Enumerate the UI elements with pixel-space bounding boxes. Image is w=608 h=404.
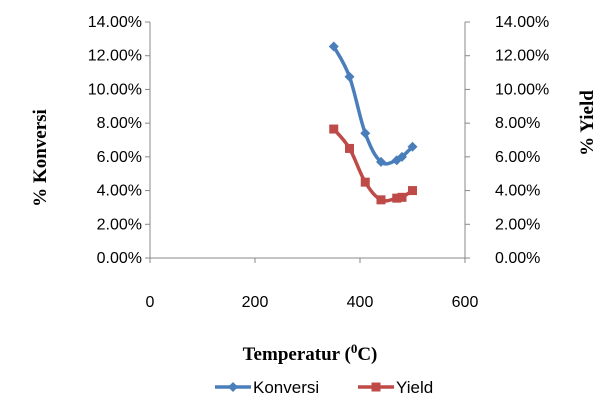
x-tick-label: 200 [242, 294, 269, 311]
yield-point [392, 193, 402, 203]
yield-point [329, 124, 339, 134]
legend-item-konversi: Konversi [215, 378, 319, 397]
legend-konversi-label: Konversi [253, 378, 319, 397]
konversi-point [360, 128, 371, 139]
konversi-point [328, 41, 339, 52]
y2-tick-label: 0.00% [495, 250, 540, 267]
yield-point [345, 143, 354, 153]
x-axis-title: Temperatur (0C) [243, 341, 378, 365]
yield-point [408, 186, 417, 196]
y2-tick-label: 12.00% [495, 48, 549, 65]
x-axis-title-superscript: 0 [351, 341, 358, 356]
y2-tick-label: 14.00% [495, 14, 549, 31]
y-tick-label: 14.00% [88, 14, 142, 31]
konversi-point [397, 151, 407, 162]
yield-line [332, 127, 414, 203]
y-tick-label: 0.00% [97, 250, 142, 267]
y2-tick-label: 6.00% [495, 149, 540, 166]
y2-tick-label: 4.00% [495, 183, 540, 200]
x-tick-label: 600 [452, 294, 479, 311]
y2-tick-label: 8.00% [495, 115, 540, 132]
yield-point [397, 192, 407, 202]
series-yield [329, 124, 417, 205]
x-tick-label: 0 [146, 294, 155, 311]
y-tick-label: 8.00% [97, 115, 142, 132]
y-tick-label: 10.00% [88, 81, 142, 98]
legend-yield-label: Yield [396, 378, 433, 397]
y-tick-label: 2.00% [97, 216, 142, 233]
x-tick-label: 400 [347, 294, 374, 311]
legend-konversi-marker [228, 382, 238, 392]
y2-axis-title: % Yield [577, 90, 598, 156]
yield-point [376, 195, 386, 205]
y2-tick-label: 10.00% [495, 81, 549, 98]
x-axis-ticks: 0 200 400 600 [146, 258, 479, 311]
y-tick-label: 6.00% [97, 149, 142, 166]
legend: Konversi Yield [215, 378, 433, 397]
y-tick-label: 4.00% [97, 183, 142, 200]
konversi-point [344, 71, 355, 82]
left-y-axis-ticks: 0.00% 2.00% 4.00% 6.00% 8.00% 10.00% 12.00% 14.… [88, 14, 150, 267]
x-axis-title-text: Temperatur ( [243, 344, 351, 365]
konversi-point [376, 156, 386, 167]
konversi-point [407, 141, 418, 152]
series-layer [328, 41, 418, 205]
yield-point [360, 177, 370, 187]
legend-item-yield: Yield [358, 378, 433, 397]
x-axis-title-unit: C) [357, 344, 377, 365]
right-y-axis-ticks: 0.00% 2.00% 4.00% 6.00% 8.00% 10.00% 12.00% 14.… [465, 14, 549, 267]
y2-tick-label: 2.00% [495, 216, 540, 233]
series-konversi [328, 41, 418, 167]
y-axis-title: % Konversi [30, 109, 51, 207]
legend-yield-marker [371, 382, 381, 392]
y-tick-label: 12.00% [88, 48, 142, 65]
